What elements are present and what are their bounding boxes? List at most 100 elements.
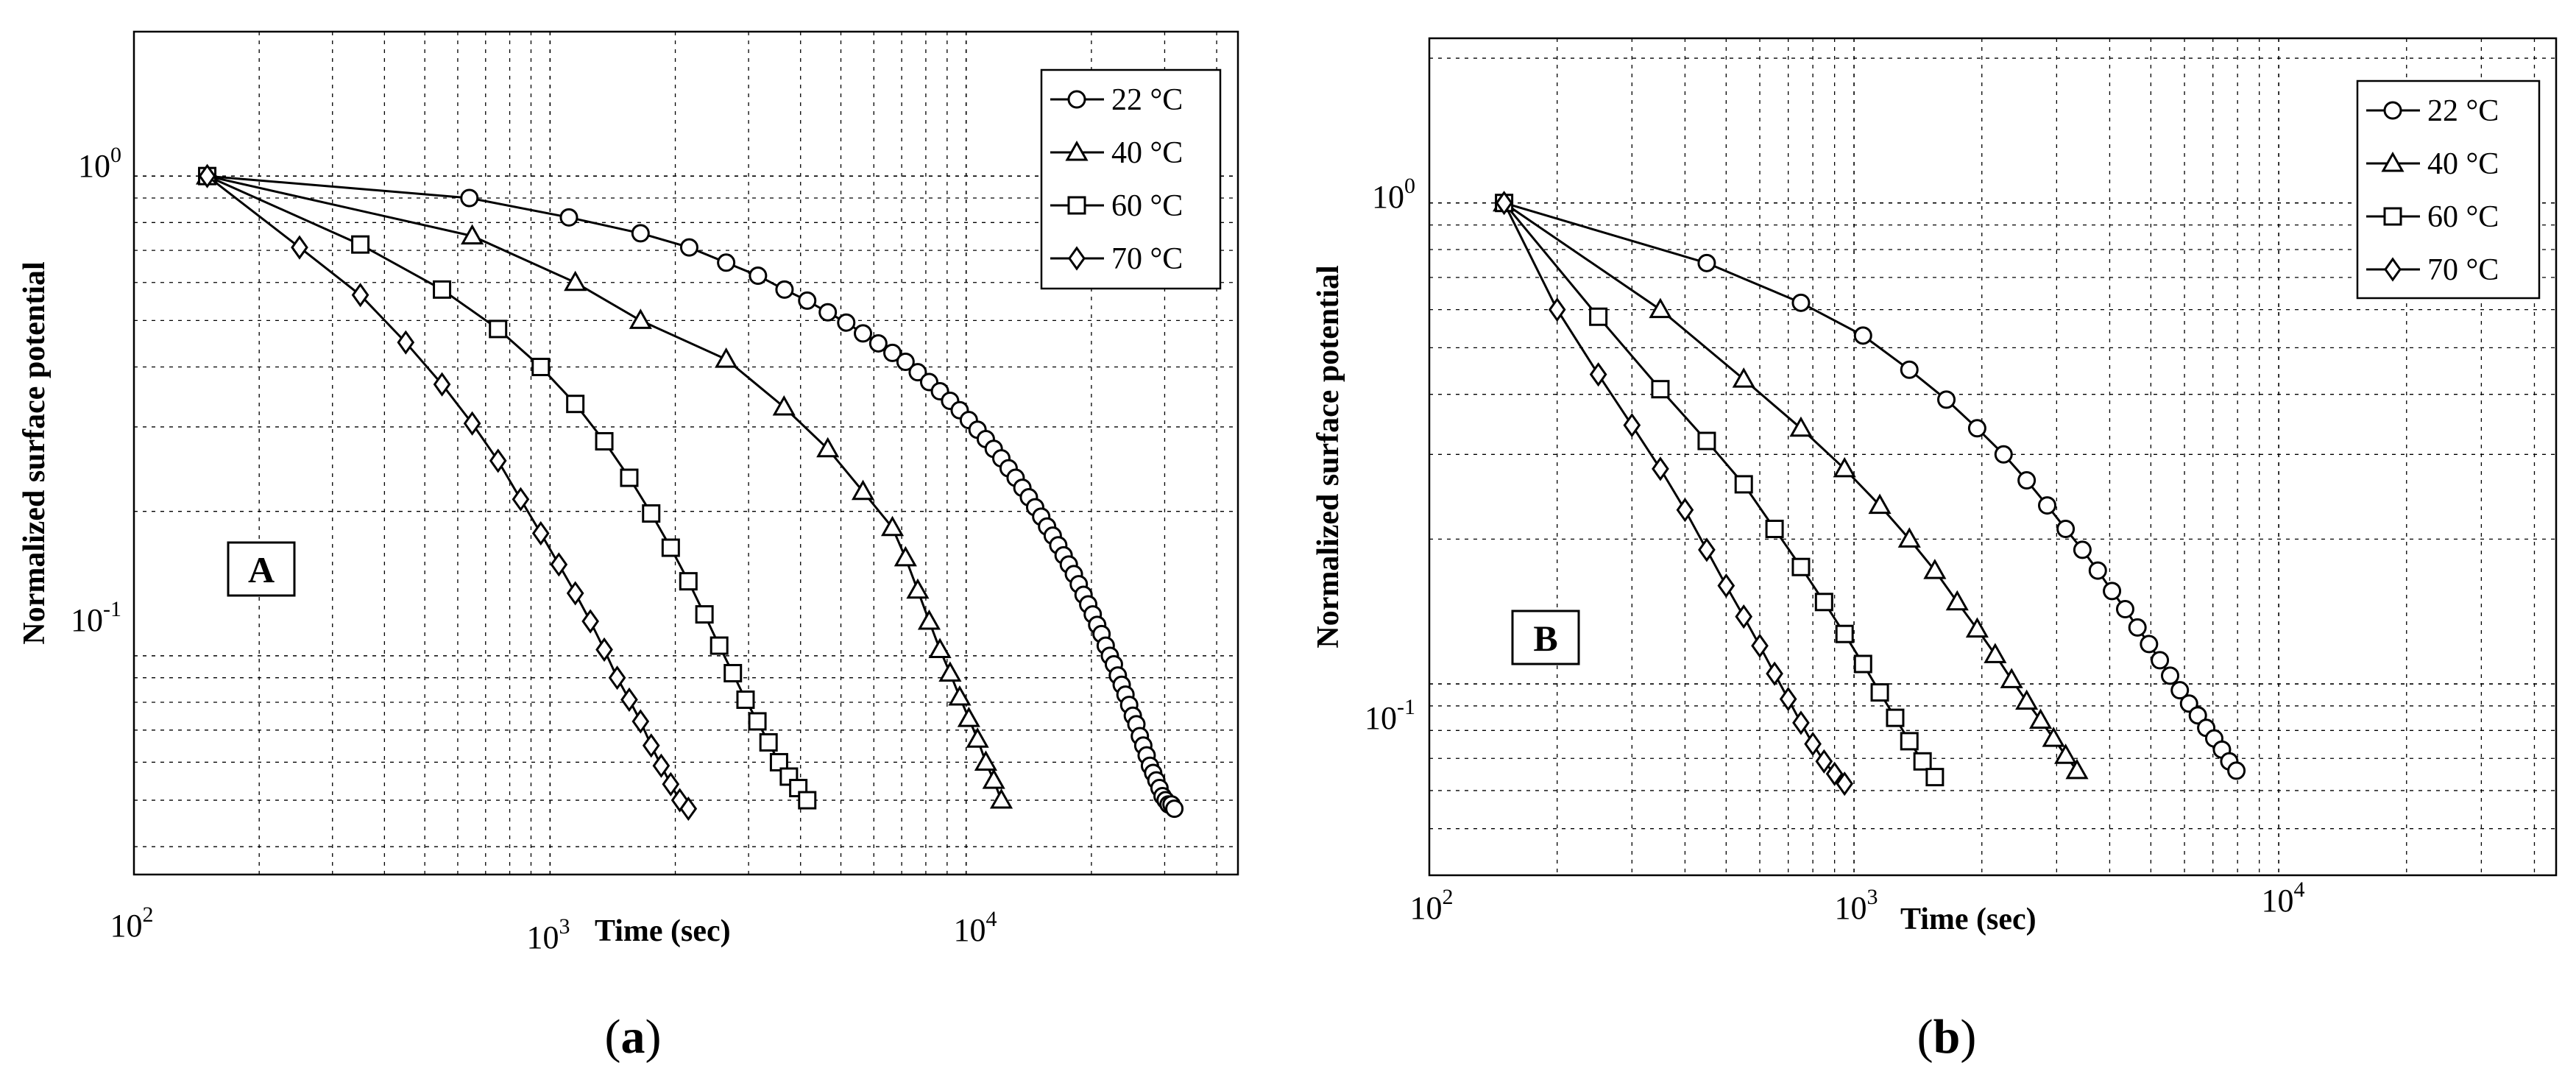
data-point-triangle (1868, 493, 1892, 515)
data-point-square (489, 319, 508, 339)
data-point-triangle (851, 479, 875, 501)
legend-entry-label: 60 °C (1111, 189, 1183, 223)
data-point-circle (749, 266, 768, 285)
data-point-square (710, 636, 729, 655)
x-tick-label: 103 (1835, 885, 1878, 926)
data-point-diamond (581, 609, 599, 634)
data-point-square (566, 395, 585, 414)
data-point-diamond (531, 520, 550, 546)
data-point-circle (2140, 635, 2159, 654)
data-point-circle (679, 238, 698, 257)
series-0 (198, 166, 1184, 819)
x-tick-label: 103 (527, 914, 570, 955)
data-point-diamond (1652, 456, 1669, 481)
caption-letter: a (621, 1010, 645, 1064)
x-tick-exponent: 3 (1867, 885, 1878, 909)
data-point-square (1814, 593, 1833, 612)
data-point-square (1886, 708, 1905, 727)
y-tick-exponent: 0 (1404, 174, 1415, 198)
data-point-square (1900, 732, 1919, 751)
panel-label-box (1511, 610, 1580, 665)
data-point-diamond (642, 733, 660, 758)
legend-entry-label: 70 °C (2427, 253, 2499, 287)
data-point-diamond (1698, 537, 1716, 562)
y-tick-base: 10 (71, 602, 103, 638)
data-point-diamond (1804, 732, 1822, 757)
data-point-square (531, 358, 551, 377)
data-point-triangle (1833, 456, 1856, 478)
data-point-triangle (974, 750, 998, 771)
data-point-triangle (1789, 416, 1813, 437)
data-point-circle (2073, 540, 2092, 559)
x-tick-base: 10 (2262, 883, 2294, 919)
data-point-circle (775, 280, 794, 299)
data-point-square (679, 572, 698, 591)
x-tick-base: 10 (954, 912, 986, 948)
y-tick-label: 10-1 (71, 597, 121, 638)
data-point-circle (1853, 326, 1872, 345)
data-point-diamond (1735, 604, 1753, 629)
data-point-diamond (1815, 749, 1833, 774)
data-point-square (1870, 683, 1889, 702)
data-point-square (620, 468, 639, 487)
series-line-1 (1503, 202, 2078, 771)
data-point-square (642, 504, 661, 523)
data-point-circle (2227, 761, 2246, 780)
legend-entry-label: 40 °C (2427, 147, 2499, 181)
x-tick-exponent: 2 (1443, 885, 1454, 909)
data-point-circle (631, 224, 650, 243)
data-point-diamond (595, 637, 613, 663)
data-point-circle (717, 253, 736, 272)
data-point-triangle (917, 609, 941, 630)
x-tick-label: 102 (110, 902, 154, 944)
data-point-circle (798, 291, 817, 310)
data-point-diamond (608, 665, 626, 690)
data-point-circle (1697, 253, 1716, 272)
panel-label: B (1533, 618, 1557, 659)
data-point-circle (908, 363, 927, 382)
grid (1429, 38, 2556, 876)
data-point-triangle (461, 224, 484, 245)
caption-letter: b (1933, 1010, 1961, 1064)
data-point-square (1734, 475, 1753, 494)
data-point-circle (1994, 445, 2013, 464)
data-point-triangle (715, 347, 738, 368)
data-point-square (798, 791, 817, 810)
legend-entry-label: 70 °C (1111, 242, 1183, 276)
data-point-square (1853, 654, 1872, 674)
data-point-triangle (1649, 297, 1672, 319)
data-point-diamond (620, 687, 638, 713)
data-point-triangle (1965, 617, 1989, 638)
data-point-diamond (1825, 761, 1844, 786)
data-point-square (433, 280, 452, 299)
y-tick-label: 100 (78, 143, 121, 184)
legend: 22 °C 40 °C 60 °C 70 °C (2356, 80, 2541, 300)
data-point-diamond (512, 487, 530, 512)
data-point-triangle (1732, 367, 1755, 388)
data-point-circle (854, 324, 873, 343)
legend-entry-label: 22 °C (1111, 83, 1183, 117)
data-point-diamond (1589, 362, 1607, 387)
legend-marker-square (1067, 196, 1086, 215)
data-point-circle (883, 343, 902, 362)
x-tick-base: 10 (1835, 890, 1867, 926)
data-point-triangle (1923, 559, 1947, 579)
series-1 (195, 164, 1013, 809)
legend-marker-triangle (2381, 151, 2405, 172)
data-point-diamond (1548, 297, 1566, 322)
data-point-diamond (1836, 771, 1854, 796)
data-point-diamond (351, 283, 369, 308)
series-line-0 (1504, 202, 2237, 771)
data-point-diamond (1717, 573, 1735, 598)
data-point-circle (1791, 293, 1811, 312)
x-tick-exponent: 4 (986, 907, 997, 931)
data-point-circle (559, 208, 578, 227)
data-point-circle (2017, 471, 2037, 490)
legend-entry-label: 40 °C (1111, 136, 1183, 170)
data-point-circle (2161, 666, 2180, 685)
panel-label: A (248, 549, 275, 590)
data-point-triangle (966, 727, 989, 748)
data-point-circle (896, 353, 915, 372)
series-3 (1495, 191, 1854, 796)
